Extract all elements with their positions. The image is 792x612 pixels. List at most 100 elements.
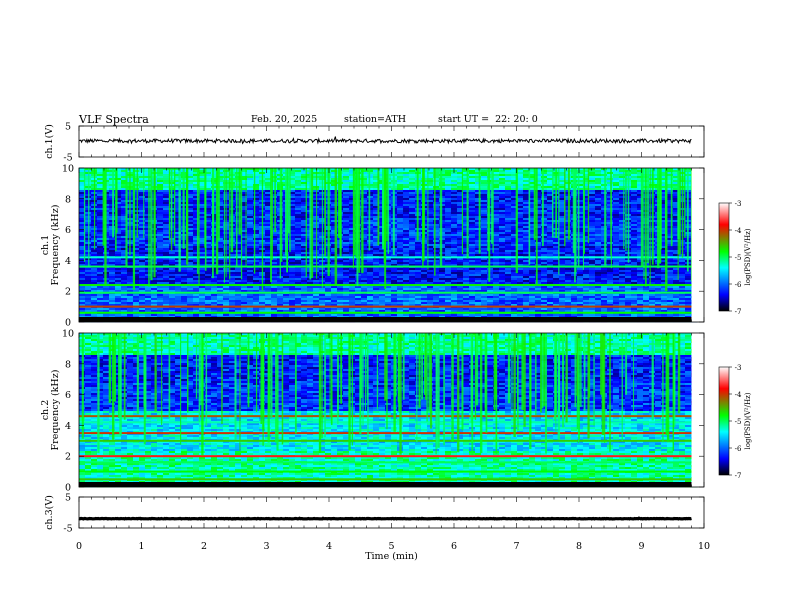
ch1-spectrogram-cell [493,168,500,171]
ch1-spectrogram-cell [193,178,200,181]
ch1-spectrogram-cell [163,204,170,207]
ch1-spectrogram-cell [253,218,260,221]
ch1-spectrogram-cell [235,192,242,195]
ch1-spectrogram-cell [517,178,524,181]
ch1-spectrogram-cell [79,262,86,265]
ch1-spectrogram-cell [265,172,272,175]
ch1-spectrogram-cell [589,248,596,251]
ch1-spectrogram-cell [247,208,254,211]
ch1-spectrogram-cell [661,216,668,219]
ch1-spectrogram-cell [595,240,602,243]
ch1-spectrogram-cell [373,212,380,215]
ch1-spectrogram-cell [589,244,596,247]
ch1-spectrogram-cell [193,188,200,191]
ch1-spectrogram-cell [595,226,602,229]
ch1-spectrogram-cell [199,174,206,177]
ch1-spectrogram-cell [331,180,338,183]
ch1-spectrogram-cell [565,240,572,243]
ch1-spectrogram-cell [601,176,608,179]
ch1-spectrogram-cell [301,178,308,181]
ch1-spectrogram-cell [517,210,524,213]
ch1-spectrogram-cell [349,232,356,235]
ch1-spectrogram-cell [433,262,440,265]
ch1-spectrogram-cell [523,242,530,245]
ch1-spectrogram-cell [403,194,410,197]
ch1-spectrogram-cell [523,182,530,185]
ch1-spectrogram-cell [511,196,518,199]
ch1-spectrogram-cell [619,214,626,217]
ch1-spectrogram-cell [613,262,620,265]
ch1-spectrogram-cell [583,232,590,235]
ch1-spectrogram-cell [481,188,488,191]
ch1-spectrogram-cell [217,188,224,191]
ch1-spectrogram-cell [535,168,542,171]
ch1-spectrogram-cell [349,168,356,171]
ch1-spectrogram-cell [529,186,536,189]
ch1-spectrogram-cell [667,180,674,183]
ch1-spectrogram-cell [139,220,146,223]
ch1-spectrogram-cell [523,184,530,187]
ch1-spectrogram-cell [475,170,482,173]
ch1-spectrogram-cell [445,188,452,191]
ch1-spectrogram-cell [217,216,224,219]
ch1-spectrogram-cell [97,214,104,217]
ch1-spectrogram-cell [595,220,602,223]
ch1-spectrogram-cell [115,170,122,173]
ch1-spectrogram-cell [109,240,116,243]
ch1-spectrogram-cell [631,248,638,251]
ch1-spectrogram-cell [505,226,512,229]
ch1-spectrogram-cell [619,222,626,225]
ch1-spectrogram-cell [295,194,302,197]
ch1-spectrogram-cell [409,208,416,211]
ch1-spectrogram-cell [499,200,506,203]
ch1-spectrogram-cell [349,234,356,237]
ch1-spectrogram-cell [547,184,554,187]
ch1-spectrogram-cell [583,192,590,195]
ch1-spectrogram-cell [97,240,104,243]
ch1-spectrogram-cell [505,260,512,263]
ch1-spectrogram-cell [559,202,566,205]
ch1-spectrogram-cell [415,252,422,255]
ch1-spectrogram-cell [175,198,182,201]
ch1-spectrogram-cell [505,208,512,211]
ch1-spectrogram-cell [361,228,368,231]
ch1-spectrogram-cell [289,206,296,209]
ch1-spectrogram-cell [241,204,248,207]
ch1-spectrogram-cell [505,228,512,231]
ch1-spectrogram-cell [445,200,452,203]
ch1-spectrogram-cell [499,232,506,235]
ch1-spectrogram-cell [619,252,626,255]
ch1-spectrogram-cell [115,182,122,185]
ch1-spectrogram-cell [577,186,584,189]
ch1-spectrogram-cell [295,218,302,221]
ch1-spectrogram-cell [673,180,680,183]
ch1-spectrogram-cell [577,172,584,175]
ch1-spectrogram-cell [235,202,242,205]
ch1-spectrogram-cell [331,210,338,213]
ch1-spectrogram-cell [79,222,86,225]
ch1-spectrogram-cell [505,172,512,175]
ch1-spectrogram-cell [613,186,620,189]
ch1-spectrogram-cell [397,248,404,251]
ch1-spectrogram-cell [475,192,482,195]
ch1-spectrogram-cell [265,208,272,211]
ch1-spectrogram-cell [523,192,530,195]
ch1-spectrogram-cell [427,188,434,191]
ch1-spectrogram-cell [265,174,272,177]
ch1-spectrogram-cell [409,176,416,179]
ch1-spectrogram-cell [241,174,248,177]
ch1-spectrogram-cell [409,218,416,221]
ch1-spectrogram-cell [451,212,458,215]
ch1-spectrogram-cell [433,212,440,215]
ch1-spectrogram-cell [547,168,554,171]
ch1-spectrogram-cell [97,242,104,245]
ch1-spectrogram-cell [607,234,614,237]
ch1-spectrogram-cell [295,196,302,199]
ch1-spectrogram-cell [289,190,296,193]
ch1-spectrogram-cell [457,202,464,205]
ch1-spectrogram-cell [205,180,212,183]
ch1-spectrogram-cell [589,240,596,243]
ch1-spectrogram-cell [559,214,566,217]
ch1-spectrogram-cell [457,170,464,173]
ch1-spectrogram-cell [583,228,590,231]
